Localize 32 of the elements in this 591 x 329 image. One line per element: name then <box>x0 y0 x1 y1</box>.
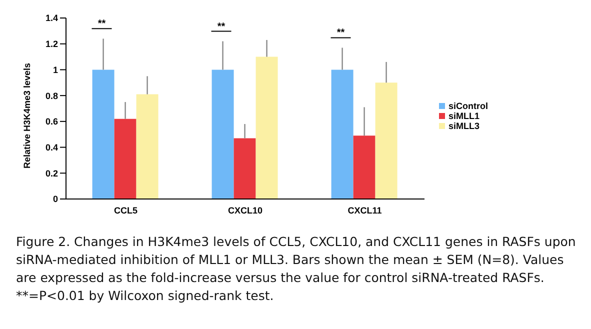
annotation: ** <box>336 28 345 39</box>
significance-bracket: ** <box>91 18 112 30</box>
text: **=P<0.01 by Wilcoxon signed-rank test. <box>16 287 275 305</box>
caption: Figure 2. Changes in H3K4me3 levels of CCL5, CXCL10, and CXCL11 genes in RASFs upon siRNA-mediated inhibition of MLL1 or MLL3. Bars shown the mean ± SEM (N=8). Values are expressed as the fold-increase versus the value for control siRNA-treated RASFs. <box>16 233 577 287</box>
legend-label: siMLL3 <box>448 120 480 130</box>
bar <box>353 136 376 199</box>
bar <box>375 82 398 199</box>
y-tick-label: 0 <box>52 194 58 204</box>
y-tick-label: 1 <box>52 64 58 75</box>
y-tick-label: 0.6 <box>45 116 58 127</box>
bar <box>212 70 234 199</box>
x-tick-label: CCL5 <box>114 205 138 216</box>
annotation: ** <box>217 21 226 32</box>
x-tick-label: CXCL11 <box>348 205 382 216</box>
y-tick-label: 1.4 <box>45 13 58 24</box>
bar <box>136 94 158 199</box>
y-tick-label: 0.2 <box>45 168 58 178</box>
bar <box>114 118 136 199</box>
y-tick-label: 0.8 <box>45 90 58 101</box>
bar <box>256 56 278 199</box>
bar <box>331 70 354 199</box>
significance-bracket: ** <box>330 28 352 39</box>
bar <box>234 138 256 199</box>
y-tick-label: 0.4 <box>45 142 58 152</box>
annotation: ** <box>98 18 106 30</box>
y-axis-title: Relative H3K4me3 levels <box>22 62 32 168</box>
legend-label: siControl <box>448 100 488 110</box>
legend-label: siMLL1 <box>448 110 480 120</box>
bar <box>92 70 114 199</box>
y-tick-label: 1.2 <box>45 39 58 50</box>
significance-bracket: ** <box>210 21 232 32</box>
x-tick-label: CXCL10 <box>228 205 263 216</box>
